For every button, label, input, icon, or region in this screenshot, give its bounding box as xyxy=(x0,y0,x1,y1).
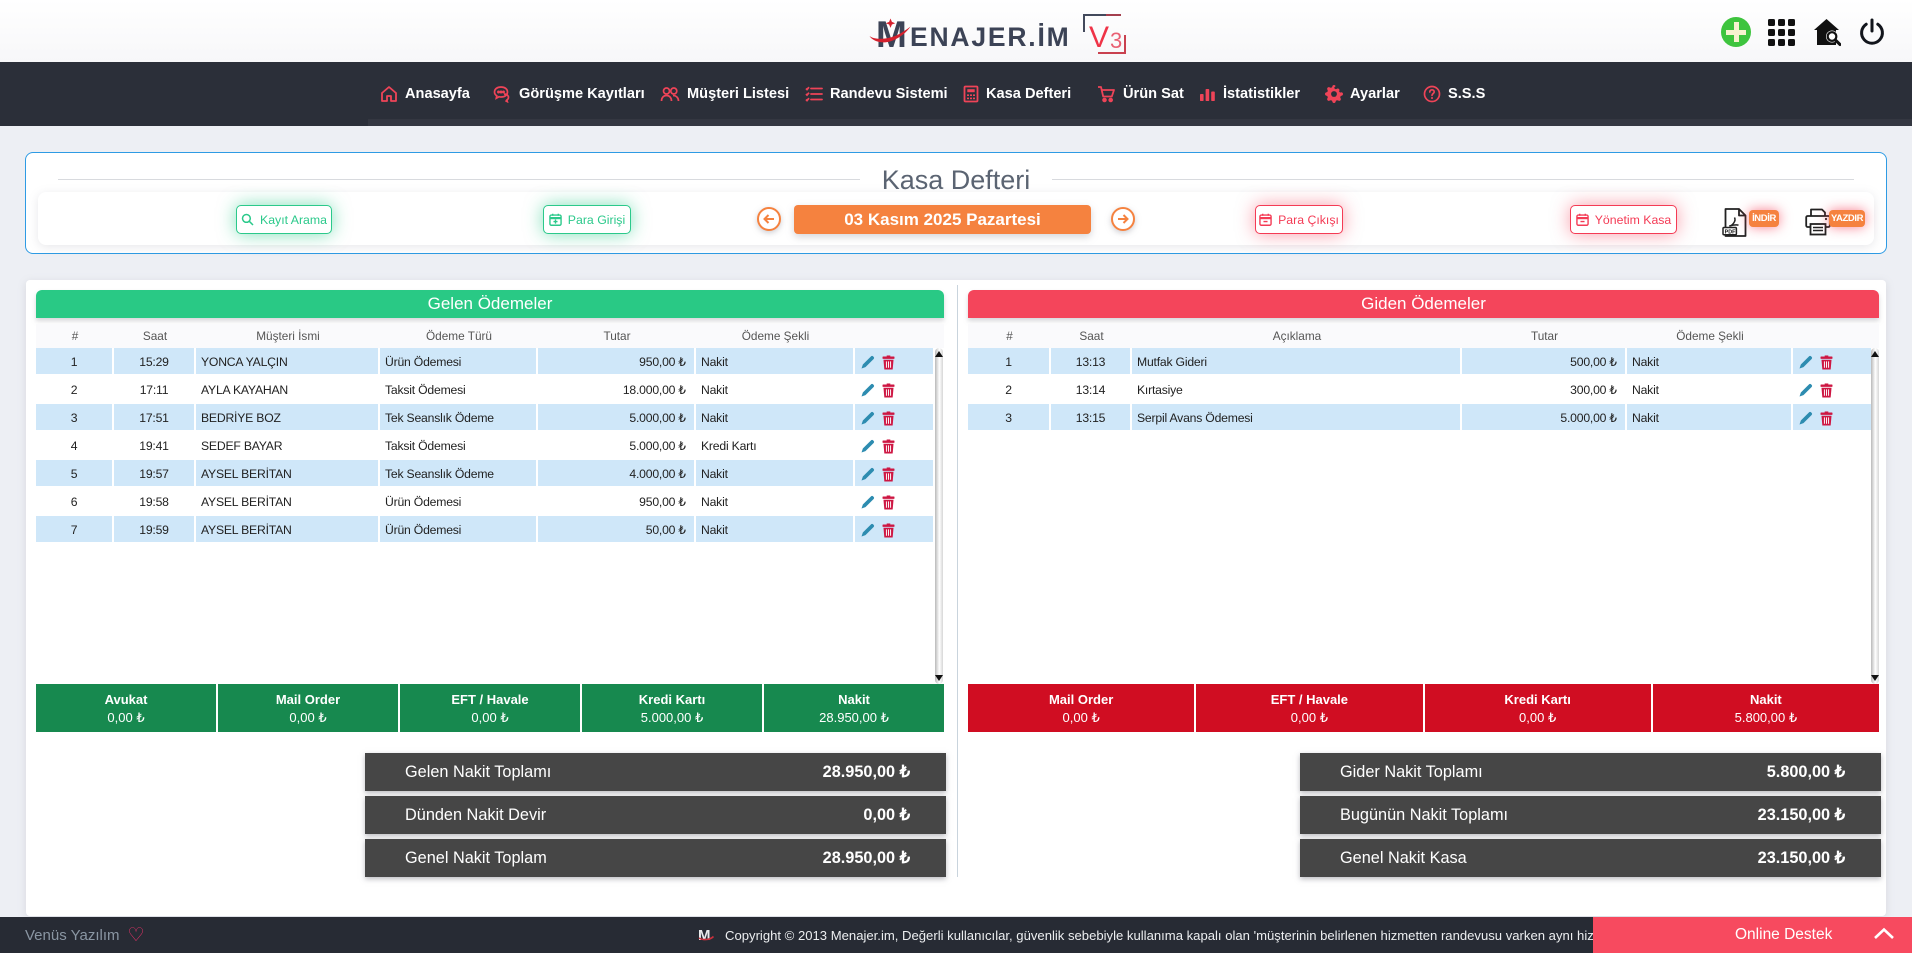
svg-text:V: V xyxy=(1089,21,1109,54)
svg-text:ENAJER.İM: ENAJER.İM xyxy=(910,22,1071,52)
svg-text:3: 3 xyxy=(1110,28,1122,53)
svg-text:M: M xyxy=(698,927,711,943)
svg-text:PDF: PDF xyxy=(1725,229,1736,235)
